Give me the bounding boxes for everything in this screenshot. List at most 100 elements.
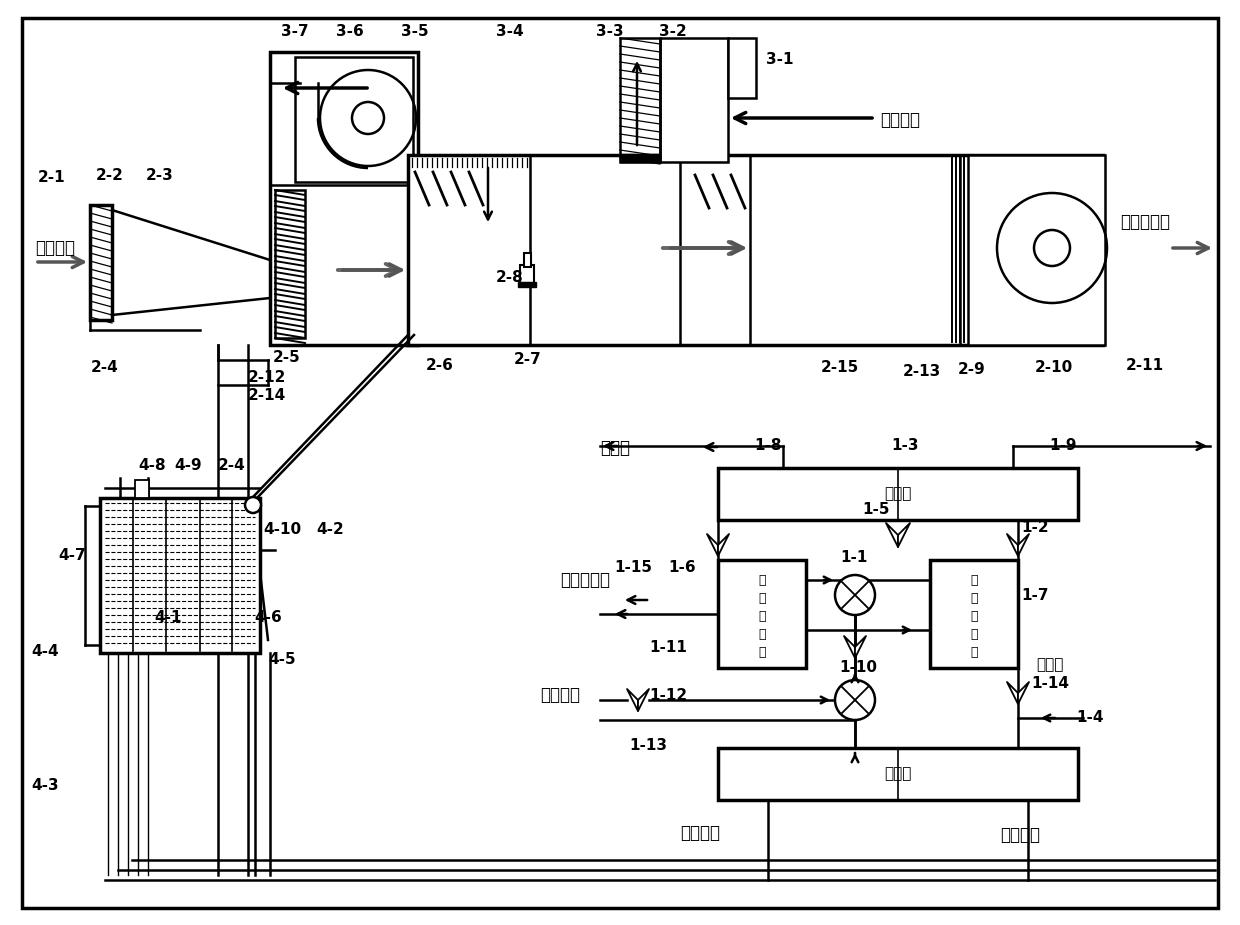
- Bar: [728, 38, 756, 98]
- Polygon shape: [718, 534, 729, 556]
- Text: 2-4: 2-4: [91, 361, 119, 376]
- Text: 冷冻供水: 冷冻供水: [999, 826, 1040, 844]
- Text: 2-4: 2-4: [218, 458, 246, 473]
- Circle shape: [246, 497, 260, 513]
- Polygon shape: [887, 523, 898, 547]
- Polygon shape: [856, 636, 866, 658]
- Polygon shape: [1018, 534, 1029, 556]
- Text: 1-15: 1-15: [614, 561, 652, 575]
- Text: 第: 第: [758, 574, 766, 586]
- Text: 4-5: 4-5: [268, 652, 296, 668]
- Text: 4-8: 4-8: [138, 458, 166, 473]
- Text: 3-1: 3-1: [766, 53, 794, 68]
- Polygon shape: [627, 689, 639, 711]
- Text: 4-9: 4-9: [174, 458, 202, 473]
- Text: 4-2: 4-2: [316, 523, 343, 537]
- Text: 床: 床: [758, 646, 766, 659]
- Text: 2-5: 2-5: [273, 351, 301, 365]
- Text: 1-13: 1-13: [629, 737, 667, 753]
- Bar: [91, 205, 112, 320]
- Text: 冷冻回水: 冷冻回水: [680, 824, 720, 842]
- Text: 2-9: 2-9: [959, 363, 986, 377]
- Text: 吸: 吸: [758, 610, 766, 623]
- Text: 2-2: 2-2: [95, 167, 124, 182]
- Text: 2-13: 2-13: [903, 364, 941, 379]
- Text: 收: 收: [970, 627, 978, 640]
- Text: 1-9: 1-9: [1049, 438, 1076, 452]
- Text: 3-7: 3-7: [281, 24, 309, 40]
- Bar: [100, 498, 260, 653]
- Polygon shape: [1018, 682, 1029, 704]
- Text: 室内回风: 室内回风: [880, 111, 920, 129]
- Text: 冷凝器: 冷凝器: [884, 487, 911, 501]
- Polygon shape: [707, 534, 718, 556]
- Text: 冷却后废水: 冷却后废水: [560, 571, 610, 589]
- Bar: [930, 560, 1018, 668]
- Text: 4-1: 4-1: [154, 610, 182, 625]
- Bar: [518, 282, 536, 287]
- Text: 4-4: 4-4: [31, 645, 58, 660]
- Polygon shape: [639, 689, 649, 711]
- Text: 3-5: 3-5: [402, 24, 429, 40]
- Text: 第: 第: [970, 574, 978, 586]
- Text: 1-11: 1-11: [649, 640, 687, 656]
- Text: 冷却水: 冷却水: [600, 439, 630, 457]
- Text: 二: 二: [970, 591, 978, 605]
- Polygon shape: [1007, 534, 1018, 556]
- Text: 室外新风: 室外新风: [35, 239, 74, 257]
- Text: 1-14: 1-14: [1030, 675, 1069, 690]
- Bar: [275, 190, 305, 338]
- Text: 4-6: 4-6: [254, 610, 281, 625]
- Text: 4-7: 4-7: [58, 548, 86, 562]
- Bar: [295, 57, 413, 182]
- Text: 3-4: 3-4: [496, 24, 523, 40]
- Text: 1-5: 1-5: [862, 502, 890, 517]
- Text: 1-2: 1-2: [1022, 521, 1049, 536]
- Text: 废热水源: 废热水源: [539, 686, 580, 704]
- Bar: [135, 480, 149, 498]
- Bar: [660, 38, 728, 162]
- Text: 3-3: 3-3: [596, 24, 624, 40]
- Polygon shape: [898, 523, 910, 547]
- Bar: [408, 155, 1104, 345]
- Bar: [270, 52, 418, 345]
- Text: 1-3: 1-3: [892, 438, 919, 452]
- Text: 2-14: 2-14: [248, 388, 286, 403]
- Text: 1-10: 1-10: [839, 660, 877, 675]
- Text: 1-1: 1-1: [841, 550, 868, 565]
- Bar: [520, 265, 534, 283]
- Text: 4-10: 4-10: [263, 523, 301, 537]
- Text: 处理后新风: 处理后新风: [1120, 213, 1171, 231]
- Text: 1-8: 1-8: [754, 438, 781, 452]
- Text: 2-15: 2-15: [821, 361, 859, 376]
- Text: 收: 收: [758, 627, 766, 640]
- Bar: [620, 38, 660, 162]
- Text: 1-4: 1-4: [1076, 710, 1104, 725]
- Polygon shape: [1007, 682, 1018, 704]
- Text: 2-11: 2-11: [1126, 359, 1164, 374]
- Bar: [718, 560, 806, 668]
- Bar: [968, 155, 1105, 345]
- Text: 2-7: 2-7: [515, 352, 542, 367]
- Text: 2-12: 2-12: [248, 371, 286, 386]
- Bar: [718, 748, 1078, 800]
- Text: 3-2: 3-2: [660, 24, 687, 40]
- Bar: [525, 253, 531, 267]
- Text: 2-6: 2-6: [427, 357, 454, 373]
- Polygon shape: [844, 636, 856, 658]
- Circle shape: [835, 680, 875, 720]
- Bar: [718, 468, 1078, 520]
- Text: 1-7: 1-7: [1022, 587, 1049, 602]
- Text: 2-8: 2-8: [496, 270, 523, 286]
- Text: 2-1: 2-1: [38, 170, 66, 186]
- Text: 4-3: 4-3: [31, 778, 58, 793]
- Text: 蒸发器: 蒸发器: [884, 767, 911, 782]
- Text: 1-6: 1-6: [668, 561, 696, 575]
- Text: 一: 一: [758, 591, 766, 605]
- Text: 冷却水: 冷却水: [1037, 658, 1064, 672]
- Text: 吸: 吸: [970, 610, 978, 623]
- Bar: [620, 154, 660, 162]
- Text: 2-3: 2-3: [146, 167, 174, 182]
- Text: 床: 床: [970, 646, 978, 659]
- Circle shape: [835, 575, 875, 615]
